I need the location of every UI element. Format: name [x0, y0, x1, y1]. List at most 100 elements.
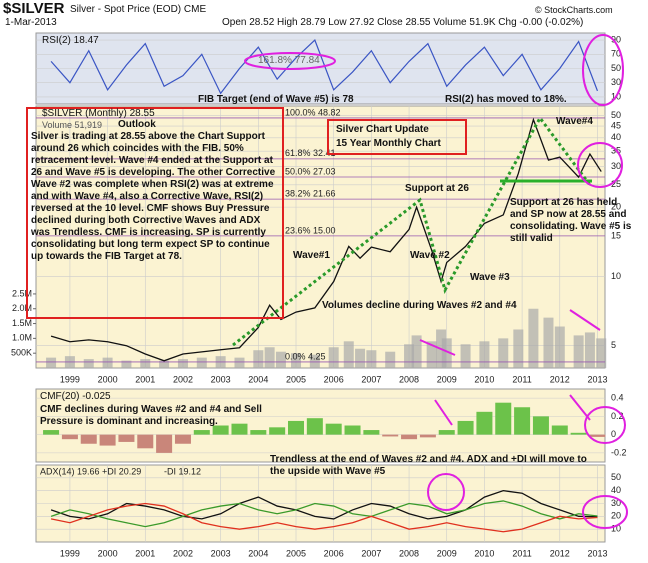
- y-tick-label: 15: [611, 230, 621, 240]
- annotation: Support at 26: [405, 183, 469, 194]
- volume-bar: [291, 353, 302, 368]
- volume-bar: [404, 344, 415, 368]
- annotation: Trendless at the end of Waves #2 and #4.…: [270, 454, 587, 477]
- fib-label: 38.2% 21.66: [285, 189, 336, 199]
- y-tick-label: 1.0M: [12, 333, 32, 343]
- cmf-legend: CMF(20) -0.025: [40, 391, 111, 402]
- bar: [363, 430, 380, 435]
- bar: [174, 434, 191, 444]
- y-tick-label: 5: [611, 340, 616, 350]
- fib-label: 100.0% 48.82: [285, 107, 341, 117]
- bar: [532, 416, 549, 435]
- fib-label: 23.6% 15.00: [285, 225, 336, 235]
- outlook-text: Silver is trading at 28.55 above the Cha…: [31, 131, 276, 262]
- legend-entry: +DI 20.29: [102, 466, 141, 476]
- annotation: Wave #3: [470, 272, 510, 283]
- volume-bar: [275, 351, 286, 368]
- y-tick-label: 30: [611, 161, 621, 171]
- decor: [26, 34, 628, 529]
- symbol: $SILVER: [3, 0, 65, 17]
- highlight: [244, 52, 336, 70]
- annotation: Wave#1: [293, 250, 330, 261]
- volume-bar: [309, 354, 320, 368]
- x-tick-label: 2001: [135, 548, 155, 558]
- y-tick-label: 90: [611, 34, 621, 44]
- wave-trend: [232, 115, 592, 347]
- highlight: [577, 142, 623, 188]
- annotation: Silver Chart Update: [336, 124, 429, 135]
- bar: [551, 425, 568, 435]
- arrow: [569, 394, 591, 421]
- y-tick-label: 20: [611, 511, 621, 521]
- line: [50, 490, 598, 520]
- volume-bar: [83, 359, 94, 368]
- annotation: Wave #2: [410, 250, 450, 261]
- volume-bar: [140, 359, 151, 368]
- volume-bar: [528, 308, 539, 368]
- y-tick-label: 2.0M: [12, 303, 32, 313]
- title-box: [327, 119, 467, 155]
- x-tick-label: 2003: [211, 374, 231, 384]
- bar: [325, 423, 342, 435]
- y-tick-label: 0: [611, 429, 616, 439]
- volume-bar: [573, 335, 584, 368]
- volume-bar: [554, 326, 565, 368]
- y-tick-label: 1.5M: [12, 318, 32, 328]
- volume-bar: [234, 357, 245, 368]
- y-tick-label: 20: [611, 201, 621, 211]
- x-tick-label: 2002: [173, 374, 193, 384]
- x-tick-label: 2009: [437, 548, 457, 558]
- x-tick-label: 2001: [135, 374, 155, 384]
- bar: [306, 418, 323, 435]
- annotation: Wave#4: [556, 116, 593, 127]
- x-tick-label: 2000: [98, 374, 118, 384]
- bar: [382, 434, 399, 437]
- volume-bar: [498, 338, 509, 368]
- y-tick-label: 50: [611, 110, 621, 120]
- y-tick-label: 70: [611, 49, 621, 59]
- legend-entry: ADX(14) 19.66: [40, 466, 100, 476]
- bar: [80, 434, 97, 444]
- line: [50, 39, 599, 95]
- bar: [231, 423, 248, 435]
- x-tick-label: 2007: [361, 374, 381, 384]
- x-tick-label: 2008: [399, 548, 419, 558]
- bar: [43, 430, 60, 435]
- volume-bar: [366, 350, 377, 368]
- y-tick-label: 500K: [11, 348, 32, 358]
- x-tick-label: 1999: [60, 548, 80, 558]
- x-tick-label: 2011: [512, 374, 531, 384]
- volume-bar: [426, 341, 437, 368]
- x-tick-label: 2004: [248, 374, 268, 384]
- x-tick-label: 2012: [550, 374, 570, 384]
- bar: [61, 434, 78, 440]
- volume-bar: [46, 357, 57, 368]
- volume-bar: [596, 338, 607, 368]
- annotation: 161.8% 77.84: [258, 55, 320, 66]
- arrow: [434, 399, 453, 426]
- volume-bar: [385, 351, 396, 368]
- volume-bar: [121, 360, 132, 368]
- y-tick-label: -0.2: [611, 447, 627, 457]
- fib-label: 61.8% 32.41: [285, 148, 336, 158]
- volume-bar: [441, 338, 452, 368]
- x-tick-label: 2011: [512, 548, 531, 558]
- volume-bar: [177, 359, 188, 368]
- bar: [288, 420, 305, 435]
- x-tick-label: 2008: [399, 374, 419, 384]
- volume-bar: [543, 317, 554, 368]
- x-tick-label: 2003: [211, 548, 231, 558]
- volume-bar: [328, 347, 339, 368]
- y-tick-label: 2.5M: [12, 288, 32, 298]
- bar: [212, 425, 229, 435]
- y-tick-label: 10: [611, 271, 621, 281]
- x-tick-label: 2004: [248, 548, 268, 558]
- source: © StockCharts.com: [535, 5, 613, 15]
- bar: [401, 434, 418, 440]
- volume-bar: [355, 348, 366, 368]
- bar: [137, 434, 154, 449]
- volume-bar: [253, 350, 264, 368]
- instrument: Silver - Spot Price (EOD) CME: [70, 4, 207, 15]
- y-tick-label: 50: [611, 472, 621, 482]
